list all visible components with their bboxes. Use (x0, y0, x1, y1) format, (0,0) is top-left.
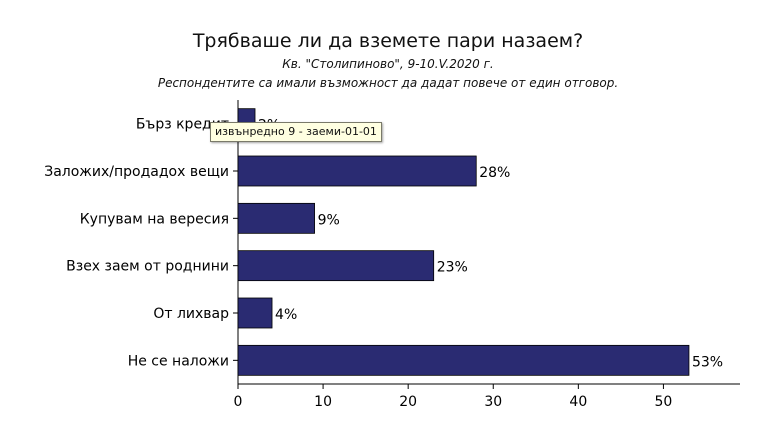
bar (237, 155, 477, 187)
x-tick-label: 40 (569, 394, 587, 410)
bar (237, 344, 690, 376)
x-tick-label: 30 (484, 394, 502, 410)
category-label: Взех заем от роднини (66, 259, 229, 275)
data-label: 9% (318, 212, 340, 228)
bar (237, 297, 273, 329)
data-label: 53% (692, 354, 723, 370)
category-label: Купувам на вересия (80, 211, 229, 227)
x-tick-label: 0 (234, 394, 243, 410)
chart-subtitle: Кв. "Столипиново", 9-10.V.2020 г. (282, 57, 494, 71)
category-label: От лихвар (153, 306, 229, 322)
data-label: 23% (437, 260, 468, 276)
chart-tooltip: извънредно 9 - заеми-01-01 (210, 122, 382, 142)
bar (237, 202, 315, 234)
category-label: Заложих/продадох вещи (44, 164, 229, 180)
x-tick-label: 50 (655, 394, 673, 410)
chart-title: Трябваше ли да вземете пари назаем? (192, 30, 584, 52)
category-label: Не се наложи (128, 353, 229, 369)
chart-note: Респондентите са имали възможност да дад… (157, 76, 619, 90)
x-tick-label: 10 (314, 394, 332, 410)
bar (237, 250, 435, 282)
data-label: 4% (275, 307, 297, 323)
category-label: Бърз кредит (136, 117, 229, 133)
data-label: 28% (479, 165, 510, 181)
x-tick-label: 20 (399, 394, 417, 410)
